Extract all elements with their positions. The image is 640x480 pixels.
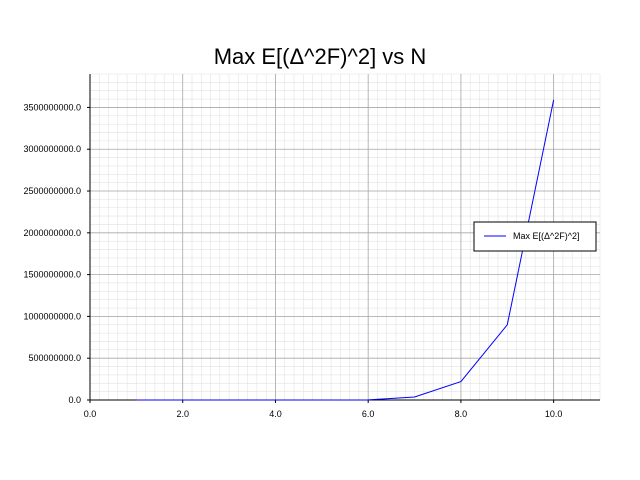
y-tick-label: 500000000.0 — [28, 353, 81, 363]
x-tick-label: 4.0 — [269, 409, 282, 419]
y-tick-label: 2500000000.0 — [23, 186, 81, 196]
y-tick-label: 2000000000.0 — [23, 228, 81, 238]
x-tick-label: 2.0 — [176, 409, 189, 419]
y-tick-label: 1000000000.0 — [23, 311, 81, 321]
chart-title: Max E[(Δ^2F)^2] vs N — [214, 44, 427, 69]
y-tick-label: 1500000000.0 — [23, 270, 81, 280]
x-axis-ticks: 0.0 2.0 4.0 6.0 8.0 10.0 — [84, 400, 563, 419]
x-tick-label: 0.0 — [84, 409, 97, 419]
x-tick-label: 10.0 — [545, 409, 563, 419]
y-tick-label: 3000000000.0 — [23, 144, 81, 154]
minor-grid — [89, 73, 601, 401]
x-tick-label: 8.0 — [455, 409, 468, 419]
legend: Max E[(Δ^2F)^2] — [473, 221, 597, 252]
series-group — [136, 99, 555, 401]
legend-label: Max E[(Δ^2F)^2] — [513, 231, 579, 241]
x-tick-label: 6.0 — [362, 409, 375, 419]
y-tick-label: 3500000000.0 — [23, 102, 81, 112]
y-axis-ticks: 0.0 500000000.0 1000000000.0 1500000000.0 20… — [23, 102, 90, 405]
y-tick-label: 0.0 — [68, 395, 81, 405]
series-line — [136, 99, 555, 401]
